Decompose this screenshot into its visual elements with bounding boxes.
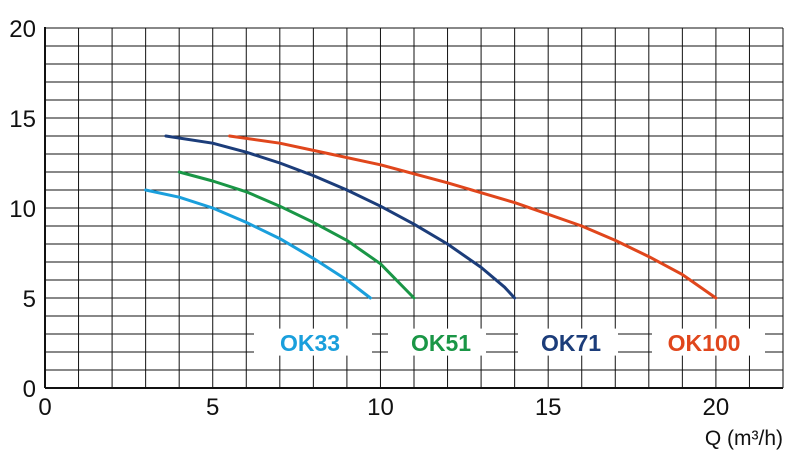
legend-box-ok100 [652, 328, 765, 356]
x-tick-label: 20 [703, 394, 730, 421]
y-tick-label: 20 [9, 16, 36, 43]
legend-label-ok33: OK33 [280, 330, 340, 356]
x-tick-label: 15 [535, 394, 562, 421]
legend-box-ok51 [388, 328, 486, 356]
chart-axes [44, 27, 783, 389]
legend-label-ok100: OK100 [668, 330, 741, 356]
series-layer [144, 134, 718, 300]
series-line-ok51 [177, 170, 416, 300]
y-tick-label: 15 [9, 106, 36, 133]
legend-box-ok33 [254, 328, 372, 356]
y-tick-label: 5 [23, 286, 36, 313]
series-line-ok100 [228, 134, 718, 300]
tick-labels: 0 5 10 15 20 0 5 10 15 20 [9, 16, 729, 421]
legend-box-ok71 [518, 328, 618, 356]
series-line-ok71 [164, 134, 517, 300]
legend: OK33 OK51 OK71 OK100 [254, 328, 765, 356]
x-tick-label: 10 [367, 394, 394, 421]
chart-grid [44, 27, 784, 389]
series-line-ok33 [144, 188, 372, 300]
y-tick-label: 10 [9, 196, 36, 223]
x-axis-label: Q (m³/h) [705, 427, 783, 450]
legend-label-ok71: OK71 [541, 330, 601, 356]
x-tick-label: 5 [206, 394, 219, 421]
legend-label-ok51: OK51 [411, 330, 471, 356]
y-tick-label: 0 [23, 376, 36, 403]
x-tick-label: 0 [38, 394, 51, 421]
